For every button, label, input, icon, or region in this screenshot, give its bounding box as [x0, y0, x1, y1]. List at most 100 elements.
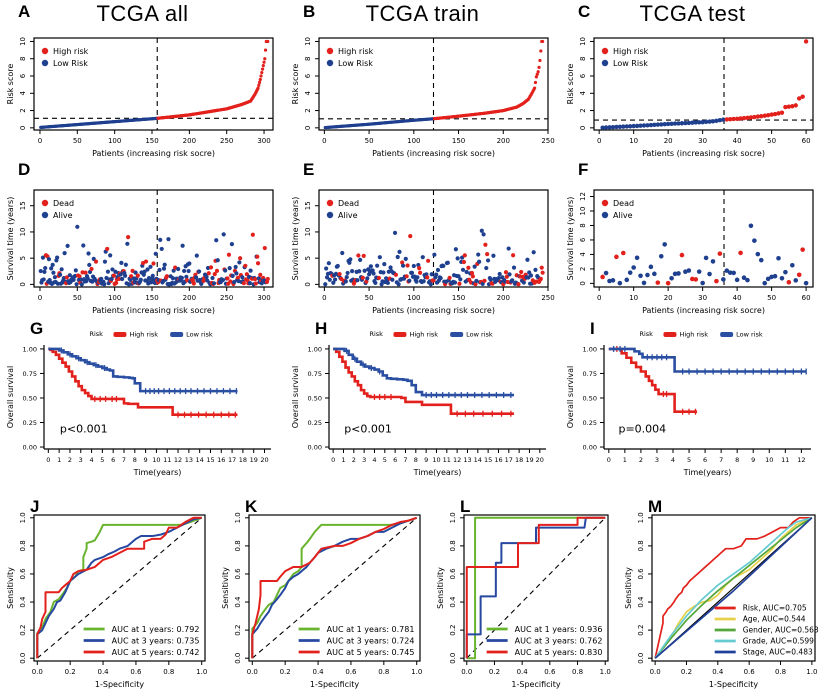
x-tick-label: 11: [163, 456, 171, 464]
panel-h: H 0 1 2 3 4 5 6 7 8 9 10 11 12 13 14 15 16 17 18 19 20 0.00 0.…: [285, 317, 560, 485]
y-axis-label: Risk score: [6, 64, 15, 105]
x-tick-label: 0.2: [280, 668, 291, 676]
x-tick-label: 250: [541, 294, 554, 302]
legend-swatch: [450, 332, 464, 337]
panel-b: B TCGA train 0 50 100 150 200 250 0 2 4 6 8 10 Patie…: [285, 0, 560, 160]
x-tick-label: 6: [703, 456, 707, 464]
legend-label: Low Risk: [53, 59, 88, 68]
x-tick-label: 0: [322, 137, 326, 145]
legend-dot: [601, 211, 609, 219]
risk-points: [323, 39, 545, 130]
y-tick-label: 0.4: [234, 596, 242, 608]
panel-title-tcga-train: TCGA train: [365, 1, 480, 26]
panel-title-tcga-test: TCGA test: [639, 1, 746, 26]
panel-d-header: D: [0, 160, 285, 184]
x-tick-label: 50: [767, 137, 776, 145]
plot-area: 0 50 100 150 200 250 0 5 10 15 Patients (increasin…: [285, 184, 560, 317]
x-tick-label: 0.6: [544, 668, 556, 676]
x-tick-label: 1: [341, 456, 345, 464]
plot-frame: [33, 189, 274, 288]
y-tick-label: 0: [579, 281, 587, 285]
x-tick-label: 4: [372, 456, 376, 464]
y-axis-label: Survival time (years): [291, 197, 300, 281]
plot-frame: [651, 514, 816, 662]
y-tick-label: 0.6: [234, 568, 242, 580]
km-curve-low-risk: [48, 347, 238, 393]
y-tick-label: 0.8: [637, 540, 645, 551]
y-tick-label: 1.00: [308, 345, 322, 353]
y-tick-label: 0.2: [234, 625, 242, 636]
plot-area: 0.0 0.2 0.4 0.6 0.8 1.0 0.0 0.2 0.4 0.6 0.8 1.0 1-Sp…: [618, 485, 825, 697]
x-tick-label: 5: [687, 456, 691, 464]
plot-area: 0 50 100 150 200 250 300 0 5 10 15 Patients (increa…: [0, 184, 285, 317]
y-axis-label: Overall survival: [291, 366, 300, 428]
x-tick-label: 12: [174, 456, 182, 464]
risk-points: [39, 39, 270, 130]
x-tick-label: 0.2: [65, 668, 76, 676]
legend-label: Stage, AUC=0.483: [743, 648, 813, 657]
y-tick-label: 10: [579, 207, 587, 216]
x-tick-label: 9: [424, 456, 428, 464]
p-value-label: p=0.004: [618, 422, 666, 435]
x-tick-label: 150: [145, 137, 158, 145]
roc-curve: [251, 516, 418, 659]
x-tick-label: 60: [802, 294, 811, 302]
y-tick-label: 10: [304, 37, 312, 46]
plot-group: 0 50 100 150 200 250 0 2 4 6 8 10 Patients (increasi…: [291, 37, 555, 158]
km-curve-high-risk: [333, 347, 514, 415]
x-tick-label: 200: [497, 294, 510, 302]
legend-label: Low risk: [736, 331, 763, 339]
km-curve-low-risk: [608, 347, 807, 373]
x-tick-label: 0.4: [312, 668, 324, 676]
x-tick-label: 2: [352, 456, 356, 464]
chart-roc-test: 0.0 0.2 0.4 0.6 0.8 1.0 0.0 0.2 0.4 0.6 0.8 1.0 1-Sp…: [436, 512, 611, 689]
y-tick-label: 1.0: [19, 512, 27, 523]
panel-letter-g: G: [30, 319, 44, 338]
panel-c-header: C TCGA test: [560, 0, 825, 30]
x-tick-label: 8: [735, 456, 739, 464]
roc-curve: [465, 516, 606, 659]
x-tick-label: 1: [623, 456, 627, 464]
y-tick-label: 2: [579, 108, 587, 112]
panel-j: J 0.0 0.2 0.4 0.6 0.8 1.0 0.0 0.2 0.4 0.6 0.8 1.0 1-…: [0, 485, 215, 697]
panel-letter-m: M: [648, 497, 663, 516]
legend-swatch: [113, 332, 127, 337]
legend-dot: [601, 199, 609, 207]
diagonal-reference: [466, 517, 606, 659]
legend-title: Risk: [89, 330, 103, 338]
plot-group: 0.0 0.2 0.4 0.6 0.8 1.0 0.0 0.2 0.4 0.6 0.8 1.0 1-Sp…: [624, 512, 819, 689]
y-tick-label: 8: [304, 56, 312, 60]
legend-label: AUC at 5 years: 0.745: [327, 648, 415, 657]
y-axis-label: Sensitivity: [436, 567, 445, 609]
legend-label: Risk, AUC=0.705: [743, 604, 807, 613]
x-tick-label: 19: [250, 456, 258, 464]
y-tick-label: 6: [579, 73, 587, 78]
x-tick-label: 14: [196, 456, 204, 464]
legend-swatch: [393, 332, 407, 337]
plot-frame: [33, 37, 274, 131]
x-tick-label: 20: [536, 456, 544, 464]
panel-a: A TCGA all 0 50 100 150 200 250 300 0 2 4 6 8 10 Pati…: [0, 0, 285, 160]
legend-label: Alive: [53, 211, 73, 220]
x-tick-label: 0: [331, 456, 335, 464]
y-tick-label: 0.75: [583, 370, 597, 378]
x-tick-label: 11: [781, 456, 789, 464]
row-survival-time: D 0 50 100 150 200 250 300 0 5 10 15 Patients (incr…: [0, 160, 825, 317]
km-curve-high-risk: [608, 347, 698, 414]
legend-swatch: [170, 332, 184, 337]
x-tick-label: 9: [751, 456, 755, 464]
y-tick-label: 0.25: [583, 419, 597, 427]
x-tick-label: 250: [220, 137, 233, 145]
legend-label: High risk: [679, 331, 708, 339]
y-tick-label: 0.4: [449, 596, 457, 608]
panel-a-header: A TCGA all: [0, 0, 285, 30]
chart-survival-time-test: 0 10 20 30 40 50 60 0 2 4 6 8 10 12 Patients (increasi…: [566, 189, 814, 315]
x-axis-label: 1-Specificity: [511, 680, 560, 689]
y-tick-label: 0.8: [449, 540, 457, 551]
x-tick-label: 10: [152, 456, 160, 464]
panel-letter-b: B: [303, 2, 316, 21]
chart-risk-score-test: 0 10 20 30 40 50 60 0 2 4 6 8 10 Patients (increasing…: [566, 37, 814, 158]
x-tick-label: 0.8: [378, 668, 389, 676]
y-tick-label: 8: [19, 56, 27, 60]
